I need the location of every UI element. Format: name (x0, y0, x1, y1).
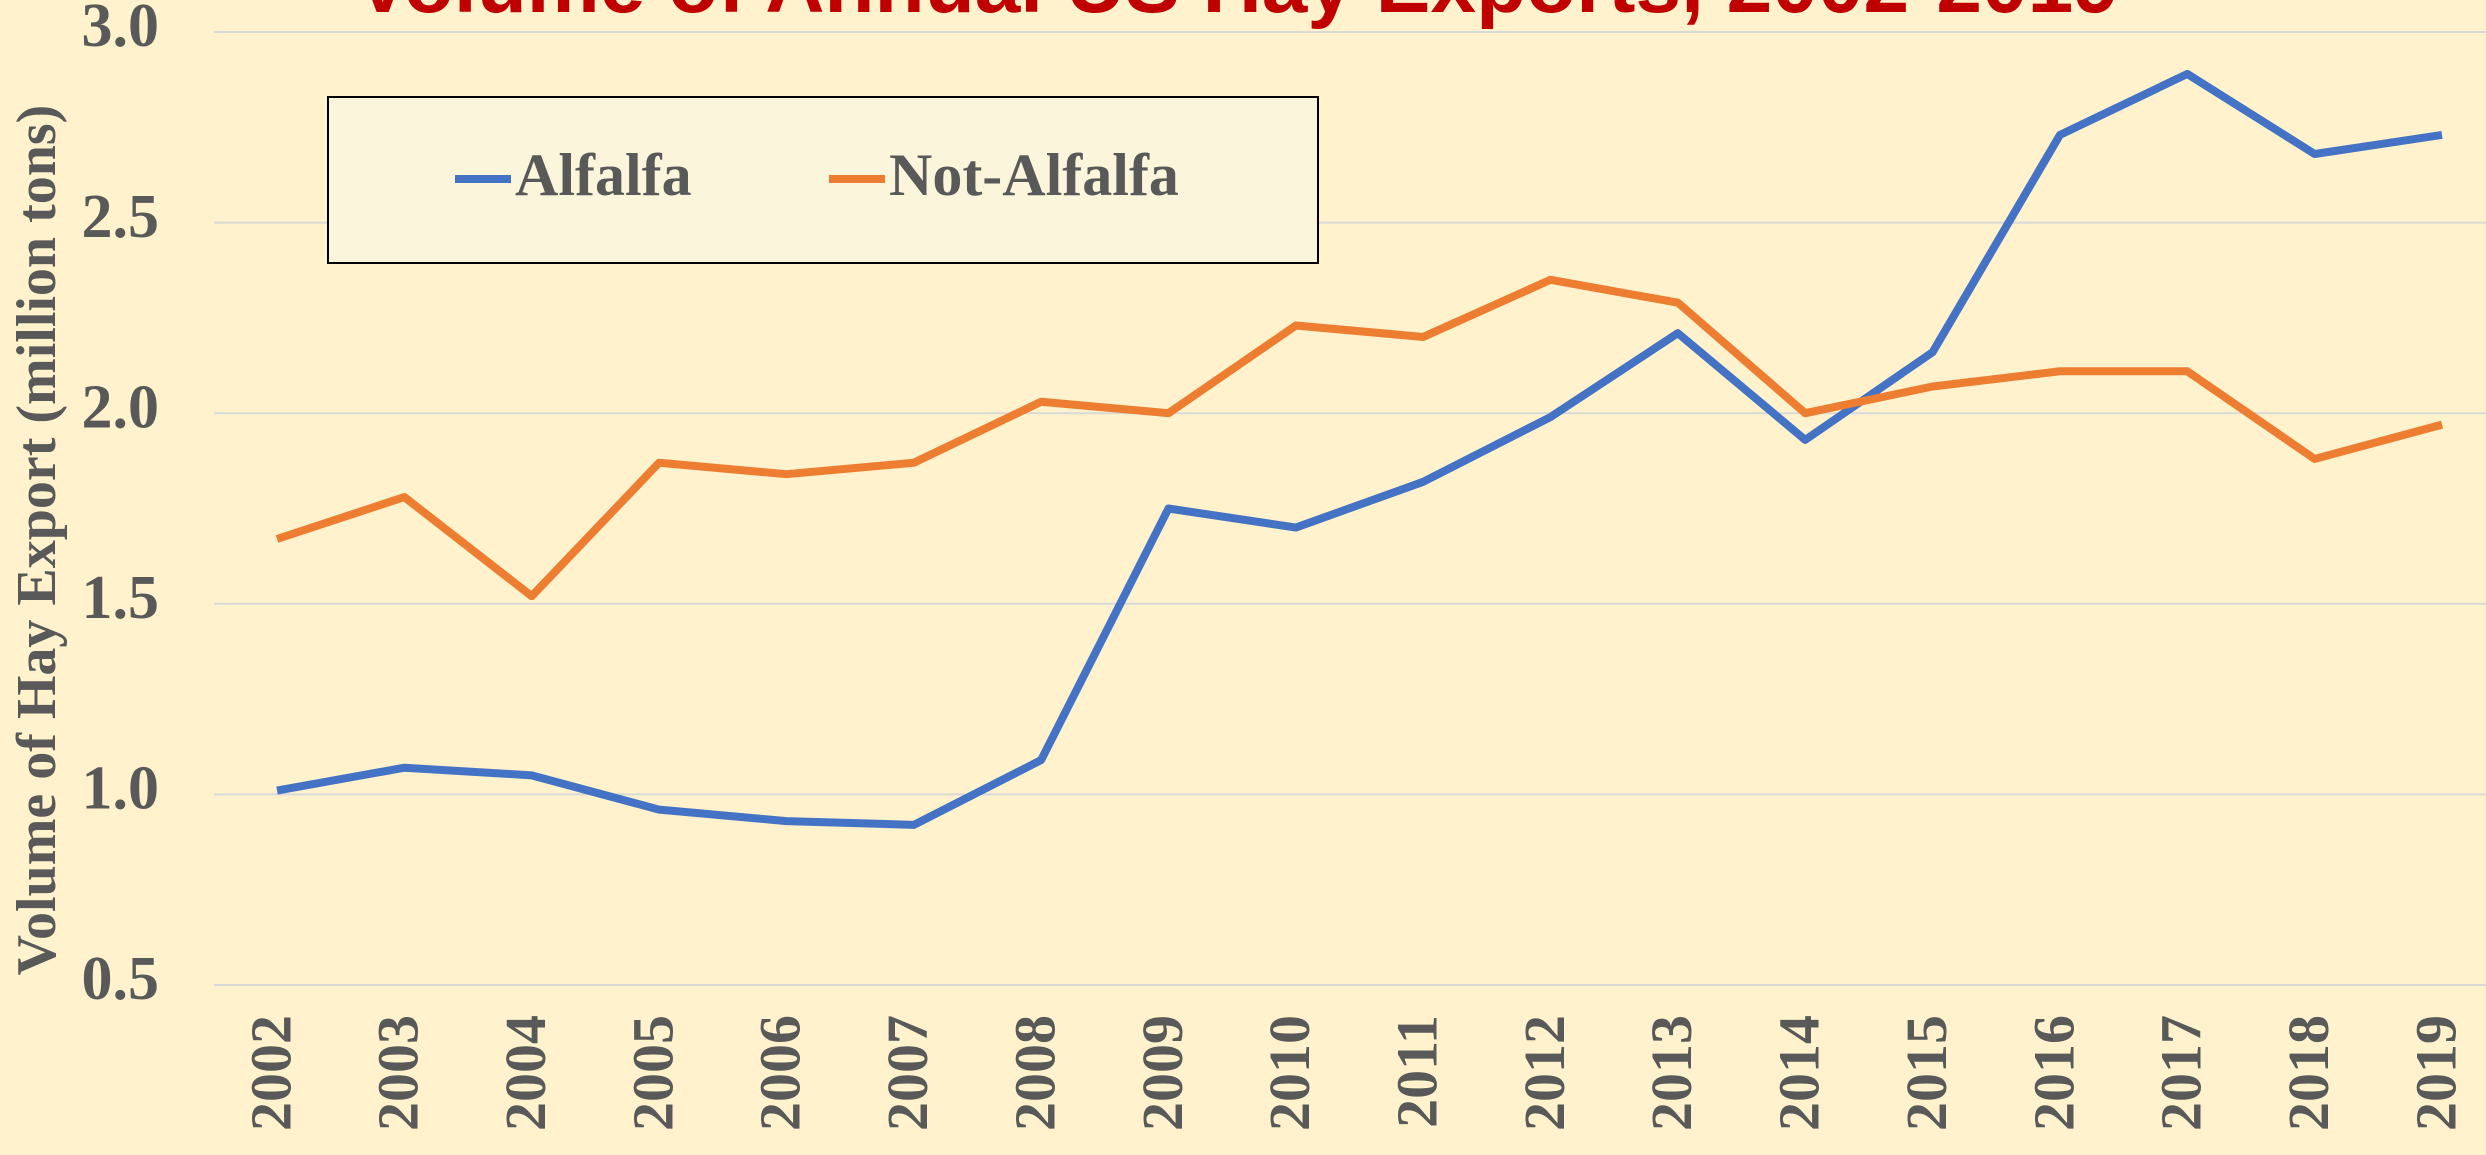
x-tick-label: 2007 (875, 1015, 940, 1131)
x-tick-label: 2003 (366, 1015, 431, 1131)
x-tick-label: 2013 (1639, 1015, 1704, 1131)
x-tick-label: 2011 (1384, 1015, 1449, 1128)
y-tick-label: 0.5 (82, 945, 160, 1013)
x-tick-label: 2019 (2403, 1015, 2468, 1131)
legend-label: Not-Alfalfa (889, 142, 1179, 208)
x-tick-label: 2010 (1257, 1015, 1322, 1131)
y-tick-label: 1.5 (82, 564, 160, 632)
x-tick-label: 2006 (748, 1015, 813, 1131)
x-tick-label: 2018 (2276, 1015, 2341, 1131)
x-tick-label: 2016 (2021, 1015, 2086, 1131)
legend-label: Alfalfa (515, 142, 692, 208)
x-tick-label: 2017 (2149, 1015, 2214, 1131)
x-tick-label: 2015 (1894, 1015, 1959, 1131)
x-tick-label: 2014 (1767, 1015, 1832, 1131)
x-tick-label: 2009 (1130, 1015, 1195, 1131)
series-line (276, 69, 2443, 829)
y-tick-label: 2.5 (82, 183, 160, 251)
y-tick-label: 2.0 (82, 373, 160, 441)
x-tick-label: 2004 (493, 1015, 558, 1131)
y-tick-label: 1.0 (82, 755, 160, 823)
series-line (275, 275, 2444, 601)
legend-box (327, 96, 1319, 264)
chart-title: Volume of Annual US Hay Exports, 2002-20… (355, 0, 2119, 30)
x-tick-label: 2012 (1512, 1015, 1577, 1131)
x-tick-label: 2008 (1002, 1015, 1067, 1131)
y-tick-label: 3.0 (82, 0, 160, 60)
x-tick-label: 2005 (620, 1015, 685, 1131)
x-tick-label: 2002 (238, 1015, 303, 1131)
y-axis-label: Volume of Hay Export (million tons) (6, 105, 68, 976)
